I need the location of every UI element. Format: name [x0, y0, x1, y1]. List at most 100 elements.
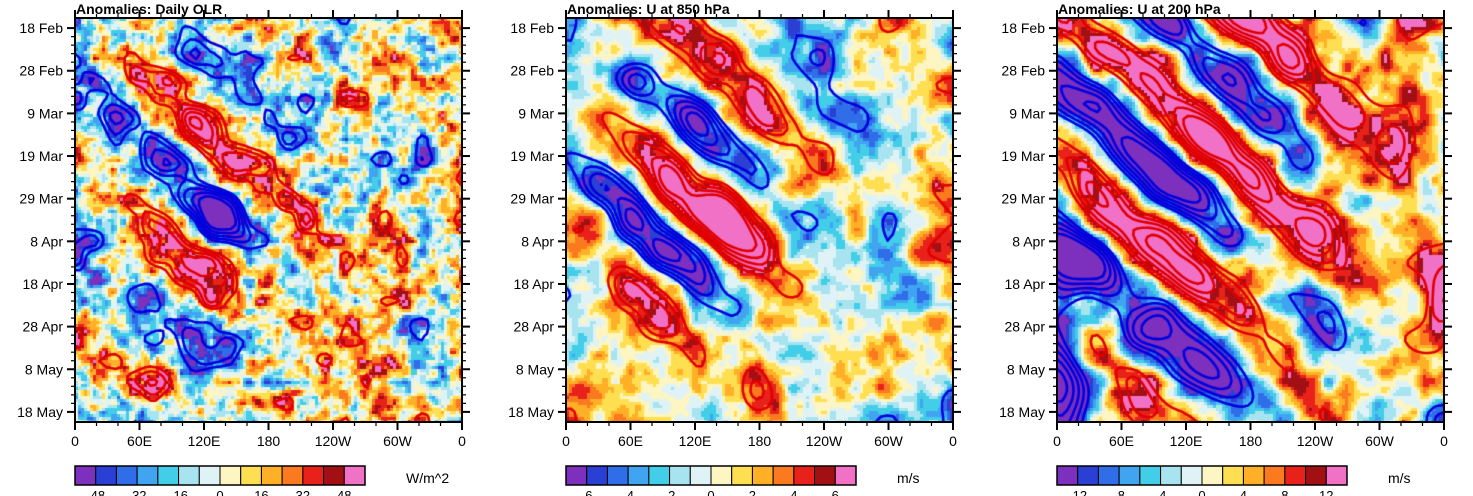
panel-title-u850: Anomalies: U at 850 hPa — [567, 1, 730, 17]
colorbar-tick-label: 48 — [337, 488, 351, 496]
colorbar-segment — [565, 465, 588, 486]
y-tick-label: 28 Feb — [1001, 63, 1045, 79]
colorbar-segment — [1242, 465, 1265, 486]
hovmoller-plot-u850 — [566, 18, 953, 422]
x-tick-label: 180 — [1239, 433, 1263, 449]
colorbar-segment — [814, 465, 836, 486]
y-tick-label: 18 Feb — [19, 20, 63, 36]
colorbar-segment — [219, 465, 242, 486]
colorbar-tick-label: 12 — [1319, 488, 1333, 496]
panel-olr: Anomalies: Daily OLR 0 60E 120E 180 120W 60W 0… — [0, 0, 491, 496]
colorbar-segment — [606, 465, 629, 486]
y-tick-label: 29 Mar — [19, 191, 63, 207]
colorbar-tick-label: 0 — [216, 488, 223, 496]
y-tick-label: 18 Apr — [514, 276, 555, 292]
colorbar-segment — [1201, 465, 1224, 486]
y-tick-label: 9 Mar — [518, 105, 554, 121]
colorbar-segment — [1097, 465, 1120, 486]
colorbar-segment — [74, 465, 97, 486]
panel-u200: Anomalies: U at 200 hPa 0 60E 120E 180 120W 6… — [982, 0, 1473, 496]
x-tick-label: 60W — [874, 433, 904, 449]
y-tick-label: 28 Feb — [510, 63, 554, 79]
y-tick-label: 8 May — [516, 361, 554, 377]
panel-u850: Anomalies: U at 850 hPa 0 60E 120E 180 120W 6… — [491, 0, 982, 496]
y-tick-label: 18 Apr — [1005, 276, 1046, 292]
colorbar-segment — [1056, 465, 1079, 486]
colorbar-segment — [1284, 465, 1307, 486]
y-tick-label: 28 Apr — [514, 319, 555, 335]
colorbar-tick-label: -4 — [1155, 488, 1167, 496]
y-tick-label: 8 May — [25, 361, 63, 377]
x-tick-label: 60E — [127, 433, 152, 449]
x-tick-label: 60E — [618, 433, 643, 449]
colorbar-segment — [260, 465, 283, 486]
colorbar-segment — [689, 465, 712, 486]
y-tick-label: 19 Mar — [1001, 148, 1045, 164]
colorbar-segment — [323, 465, 345, 486]
hovmoller-plot-u200 — [1057, 18, 1444, 422]
x-tick-label: 0 — [1440, 433, 1448, 449]
colorbar-tick-label: 16 — [254, 488, 268, 496]
y-tick-label: 19 Mar — [510, 148, 554, 164]
y-tick-label: 8 Apr — [1012, 233, 1045, 249]
colorbar-segment — [627, 465, 650, 486]
y-tick-label: 9 Mar — [27, 105, 63, 121]
x-tick-label: 180 — [748, 433, 772, 449]
colorbar-outline — [1056, 465, 1348, 486]
colorbar-segment — [710, 465, 733, 486]
colorbar-segment — [1180, 465, 1203, 486]
colorbar-tick-label: -6 — [581, 488, 593, 496]
colorbar-segment — [772, 465, 795, 486]
x-tick-label: 120W — [1297, 433, 1334, 449]
y-tick-label: 18 Feb — [1001, 20, 1045, 36]
colorbar-segment — [1160, 465, 1182, 486]
colorbar-tick-label: 4 — [790, 488, 797, 496]
x-tick-label: 60W — [1365, 433, 1395, 449]
x-tick-label: 60W — [383, 433, 413, 449]
colorbar-outline — [74, 465, 366, 486]
colorbar-segment — [793, 465, 816, 486]
colorbar-segment — [731, 465, 753, 486]
x-tick-label: 0 — [562, 433, 570, 449]
colorbar-outline — [565, 465, 857, 486]
x-tick-label: 120E — [188, 433, 221, 449]
colorbar-segment — [198, 465, 221, 486]
colorbar-tick-label: 32 — [296, 488, 310, 496]
y-tick-label: 29 Mar — [510, 191, 554, 207]
colorbar-segment — [178, 465, 200, 486]
x-tick-label: 120W — [806, 433, 843, 449]
y-tick-label: 8 May — [1007, 361, 1045, 377]
colorbar-tick-label: -8 — [1113, 488, 1125, 496]
colorbar-segment — [586, 465, 608, 486]
colorbar-segment — [1139, 465, 1162, 486]
x-tick-label: 0 — [458, 433, 466, 449]
y-tick-label: 18 May — [17, 404, 63, 420]
x-tick-label: 0 — [949, 433, 957, 449]
colorbar-segment — [95, 465, 117, 486]
panel-title-u200: Anomalies: U at 200 hPa — [1058, 1, 1221, 17]
colorbar-segment — [302, 465, 325, 486]
colorbar-segment — [281, 465, 304, 486]
y-tick-label: 28 Feb — [19, 63, 63, 79]
y-tick-label: 28 Apr — [1005, 319, 1046, 335]
colorbar-tick-label: 4 — [1240, 488, 1247, 496]
colorbar-segment — [1305, 465, 1327, 486]
y-tick-label: 28 Apr — [23, 319, 64, 335]
x-tick-label: 0 — [1053, 433, 1061, 449]
hovmoller-plot-olr — [75, 18, 462, 422]
colorbar-units-olr: W/m^2 — [406, 470, 450, 486]
colorbar-tick-label: -16 — [169, 488, 188, 496]
colorbar-segment — [1118, 465, 1141, 486]
colorbar-segment — [1325, 465, 1348, 486]
colorbar-tick-label: 0 — [1198, 488, 1205, 496]
x-tick-label: 120E — [1170, 433, 1203, 449]
colorbar-segment — [1077, 465, 1099, 486]
colorbar-segment — [136, 465, 159, 486]
y-tick-label: 29 Mar — [1001, 191, 1045, 207]
x-tick-label: 120E — [679, 433, 712, 449]
colorbar-tick-label: -4 — [622, 488, 634, 496]
y-tick-label: 18 Feb — [510, 20, 554, 36]
colorbar-segment — [157, 465, 180, 486]
y-tick-label: 9 Mar — [1009, 105, 1045, 121]
colorbar-segment — [1222, 465, 1244, 486]
